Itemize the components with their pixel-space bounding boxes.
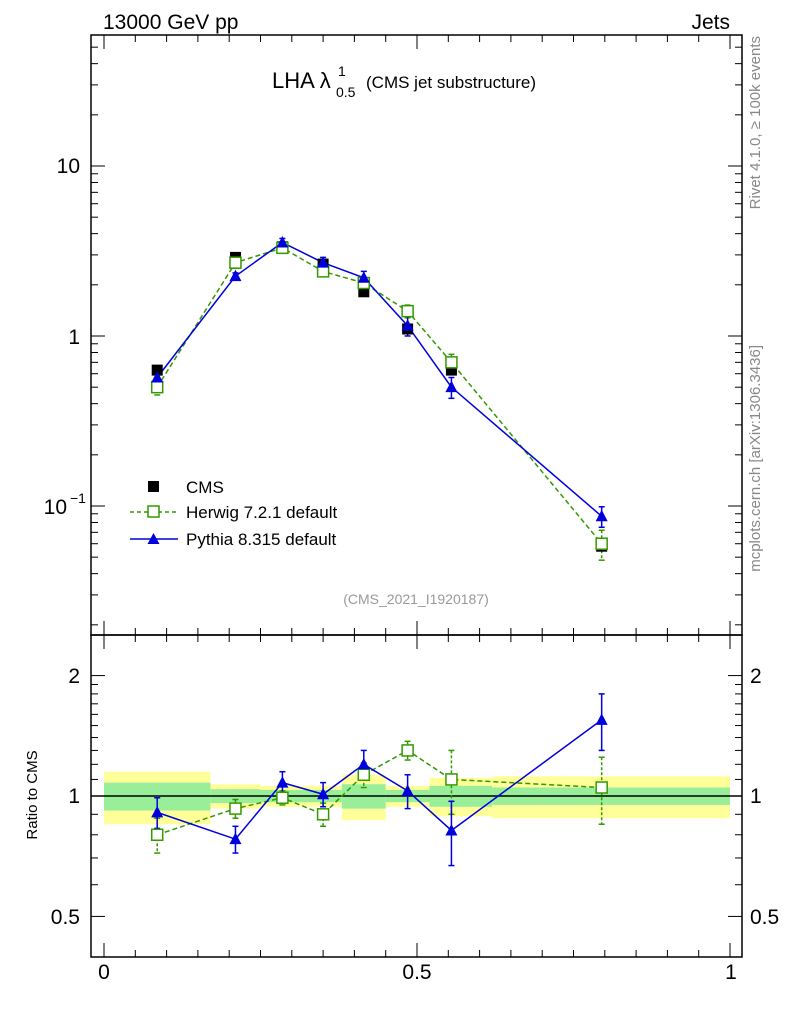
herwig-ratio-point-6 <box>445 773 458 786</box>
title-subscript: 0.5 <box>336 84 356 100</box>
pythia-ratio-point-6 <box>445 823 458 836</box>
legend: CMS Herwig 7.2.1 default Pythia 8.315 de… <box>130 478 337 549</box>
pythia-point-3 <box>317 256 330 268</box>
pythia-ratio-point-4 <box>357 757 370 770</box>
ratio-tick-1-right: 1 <box>750 785 762 808</box>
pythia-point-6 <box>445 380 458 393</box>
pythia-ratio-point-7 <box>595 713 608 725</box>
rivet-label: Rivet 4.1.0, ≥ 100k events <box>747 36 764 209</box>
ratio-plot-series <box>150 693 608 867</box>
axis-ticks <box>91 35 742 957</box>
herwig-ratio-point-4 <box>357 768 371 782</box>
herwig-ratio-line <box>156 749 602 836</box>
analysis-tag: (CMS_2021_I1920187) <box>343 591 489 607</box>
pythia-point-7 <box>595 509 608 522</box>
pythia-ratio-point-2 <box>276 776 289 788</box>
title-rest: (CMS jet substructure) <box>366 73 536 92</box>
main-plot-series <box>150 235 608 561</box>
header-category: Jets <box>691 11 730 34</box>
pythia-ratio-line <box>156 719 603 841</box>
herwig-ratio-point-5 <box>401 744 414 757</box>
legend-herwig-marker <box>147 505 160 518</box>
x-tick-label-1: 1 <box>725 961 737 984</box>
y-tick-label-1: 1 <box>68 326 80 349</box>
legend-pythia-label: Pythia 8.315 default <box>186 530 337 549</box>
pythia-point-2 <box>276 235 289 248</box>
y-tick-base: 10 <box>44 496 67 519</box>
x-tick-label-0: 0 <box>98 961 110 984</box>
ratio-y-tick-labels: 2 1 0.5 2 1 0.5 <box>51 665 779 929</box>
ratio-tick-2-right: 2 <box>750 665 762 688</box>
ratio-tick-0.5-right: 0.5 <box>750 906 779 929</box>
title-main: LHA λ <box>272 68 331 93</box>
y-tick-label-0.1: 10 <box>44 496 67 519</box>
pythia-ratio-point-5 <box>401 784 414 796</box>
herwig-point-1 <box>229 256 242 269</box>
cms-point-4 <box>358 286 370 298</box>
herwig-ratio-point-0 <box>150 828 164 842</box>
pythia-point-5 <box>401 319 414 331</box>
cms-point-0 <box>151 364 163 376</box>
herwig-ratio-point-7 <box>595 781 608 794</box>
y-tick-exponent: −1 <box>70 490 86 506</box>
herwig-point-0 <box>150 380 164 394</box>
herwig-point-6 <box>445 356 458 369</box>
legend-herwig-label: Herwig 7.2.1 default <box>186 503 337 522</box>
herwig-ratio-point-3 <box>316 808 330 821</box>
x-tick-label-0.5: 0.5 <box>402 961 431 984</box>
ratio-tick-1-left: 1 <box>68 785 80 808</box>
legend-cms-marker <box>148 481 159 492</box>
pythia-ratio-point-1 <box>229 832 242 845</box>
mcplots-label: mcplots.cern.ch [arXiv:1306.3436] <box>747 345 764 572</box>
pythia-point-4 <box>357 271 370 283</box>
herwig-point-5 <box>401 304 414 318</box>
main-y-tick-labels: 10 1 10 −1 <box>44 155 87 519</box>
herwig-point-7 <box>595 537 608 550</box>
pythia-point-1 <box>229 269 242 282</box>
herwig-ratio-point-1 <box>229 802 242 815</box>
ratio-tick-0.5-left: 0.5 <box>51 906 80 929</box>
legend-cms-label: CMS <box>186 478 224 497</box>
ratio-tick-2-left: 2 <box>68 665 80 688</box>
pythia-line <box>156 241 603 517</box>
pythia-point-0 <box>151 371 164 383</box>
pythia-ratio-point-3 <box>317 787 330 800</box>
title-superscript: 1 <box>338 63 346 79</box>
ratio-y-axis-label: Ratio to CMS <box>24 750 41 839</box>
ratio-uncertainty-bands <box>104 771 730 825</box>
x-tick-labels: 0 0.5 1 <box>98 961 737 984</box>
herwig-line <box>156 247 603 545</box>
header-collision: 13000 GeV pp <box>103 11 238 34</box>
y-tick-label-10: 10 <box>57 155 80 178</box>
cms-point-6 <box>445 364 457 376</box>
plot-title: LHA λ 1 0.5 (CMS jet substructure) <box>272 63 536 100</box>
pythia-ratio-point-0 <box>151 805 164 818</box>
herwig-ratio-point-2 <box>276 791 289 804</box>
legend-pythia-marker <box>147 533 160 544</box>
